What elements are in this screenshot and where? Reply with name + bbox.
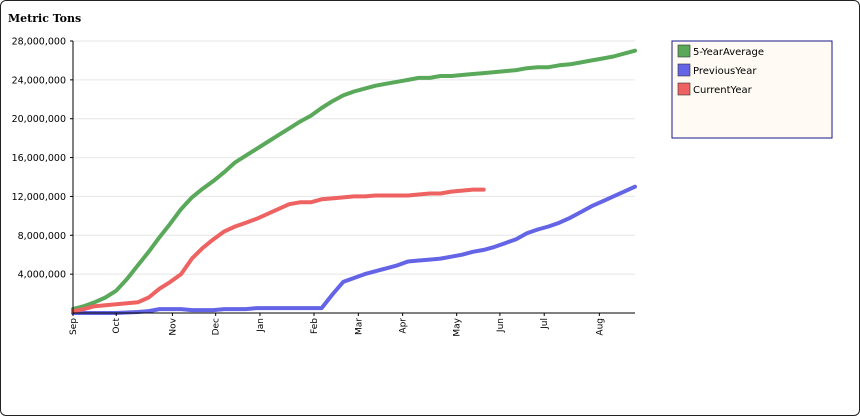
y-tick-label: 28,000,000: [12, 37, 66, 48]
x-tick-label: Jun: [496, 318, 506, 333]
x-tick-label: Aug: [595, 318, 605, 336]
series-line-1: [71, 184, 637, 315]
y-axis-title: Metric Tons: [8, 12, 81, 25]
series-line-2: [71, 187, 486, 314]
y-tick-label: 8,000,000: [18, 231, 66, 242]
x-tick-label: Nov: [168, 317, 178, 335]
x-tick-label: Apr: [399, 318, 409, 334]
y-tick-label: 24,000,000: [12, 75, 66, 86]
legend-swatch: [677, 44, 691, 58]
x-tick-label: Sep: [69, 318, 79, 335]
x-tick-label: Jul: [540, 318, 550, 330]
x-tick-labels: Sep Oct Nov Dec Jan Feb Mar Apr May Jun Jul Aug: [69, 317, 605, 336]
series-line-0: [71, 48, 637, 312]
legend-label: CurrentYear: [693, 85, 753, 96]
legend-label: PreviousYear: [693, 66, 757, 77]
gridlines: [73, 40, 635, 275]
x-tick-label: Feb: [310, 318, 320, 334]
y-tick-labels: 4,000,000 8,000,000 12,000,000 16,000,000 20…: [12, 37, 66, 281]
legend-label: 5-YearAverage: [693, 47, 764, 58]
y-tick-label: 20,000,000: [12, 114, 66, 125]
series-lines: [71, 48, 637, 315]
y-tick-label: 16,000,000: [12, 153, 66, 164]
y-tick-label: 4,000,000: [18, 270, 66, 281]
x-tick-label: Jan: [256, 318, 266, 333]
x-tick-label: Mar: [354, 318, 364, 335]
legend-box: [671, 40, 833, 139]
axes: [70, 40, 635, 316]
y-tick-label: 12,000,000: [12, 192, 66, 203]
x-tick-label: Dec: [212, 318, 222, 335]
legend-swatch: [677, 82, 691, 96]
legend: 5-YearAverage PreviousYear CurrentYear: [671, 40, 833, 139]
legend-swatch: [677, 63, 691, 77]
x-tick-label: May: [453, 317, 463, 336]
x-tick-label: Oct: [112, 318, 122, 334]
